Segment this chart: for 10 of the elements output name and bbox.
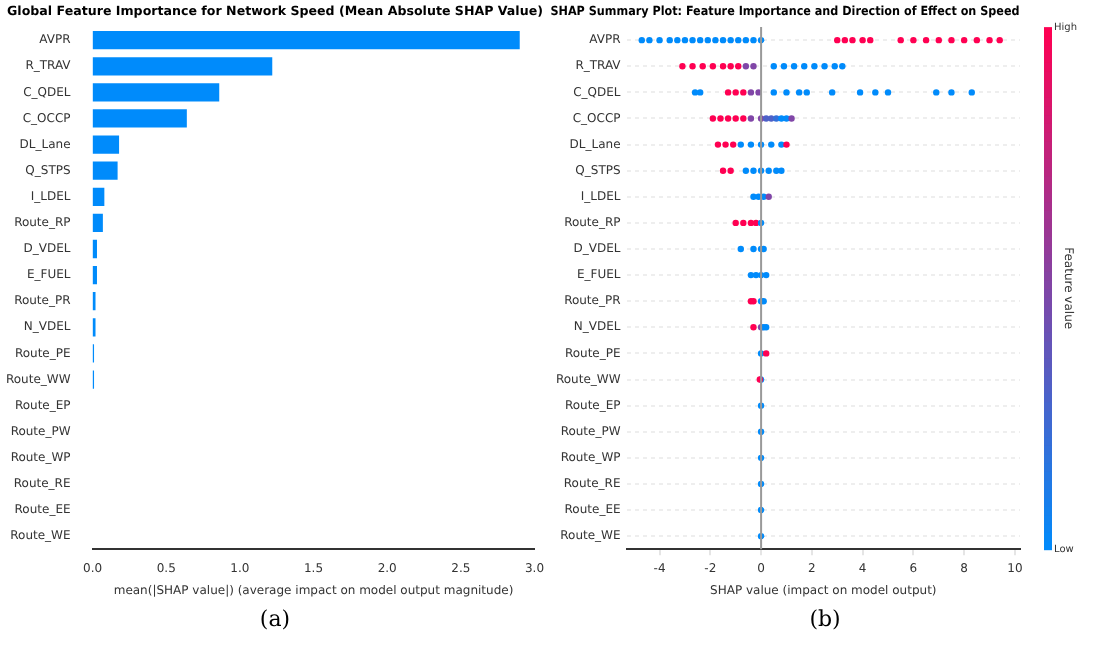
text: (b) (807, 604, 843, 636)
bar (92, 57, 273, 76)
bar (92, 83, 220, 102)
bar (92, 161, 118, 180)
bar (92, 109, 187, 128)
bar (92, 187, 105, 206)
bar (92, 135, 120, 154)
bar (92, 213, 103, 233)
bar (92, 31, 520, 50)
text: (a) (257, 604, 293, 636)
